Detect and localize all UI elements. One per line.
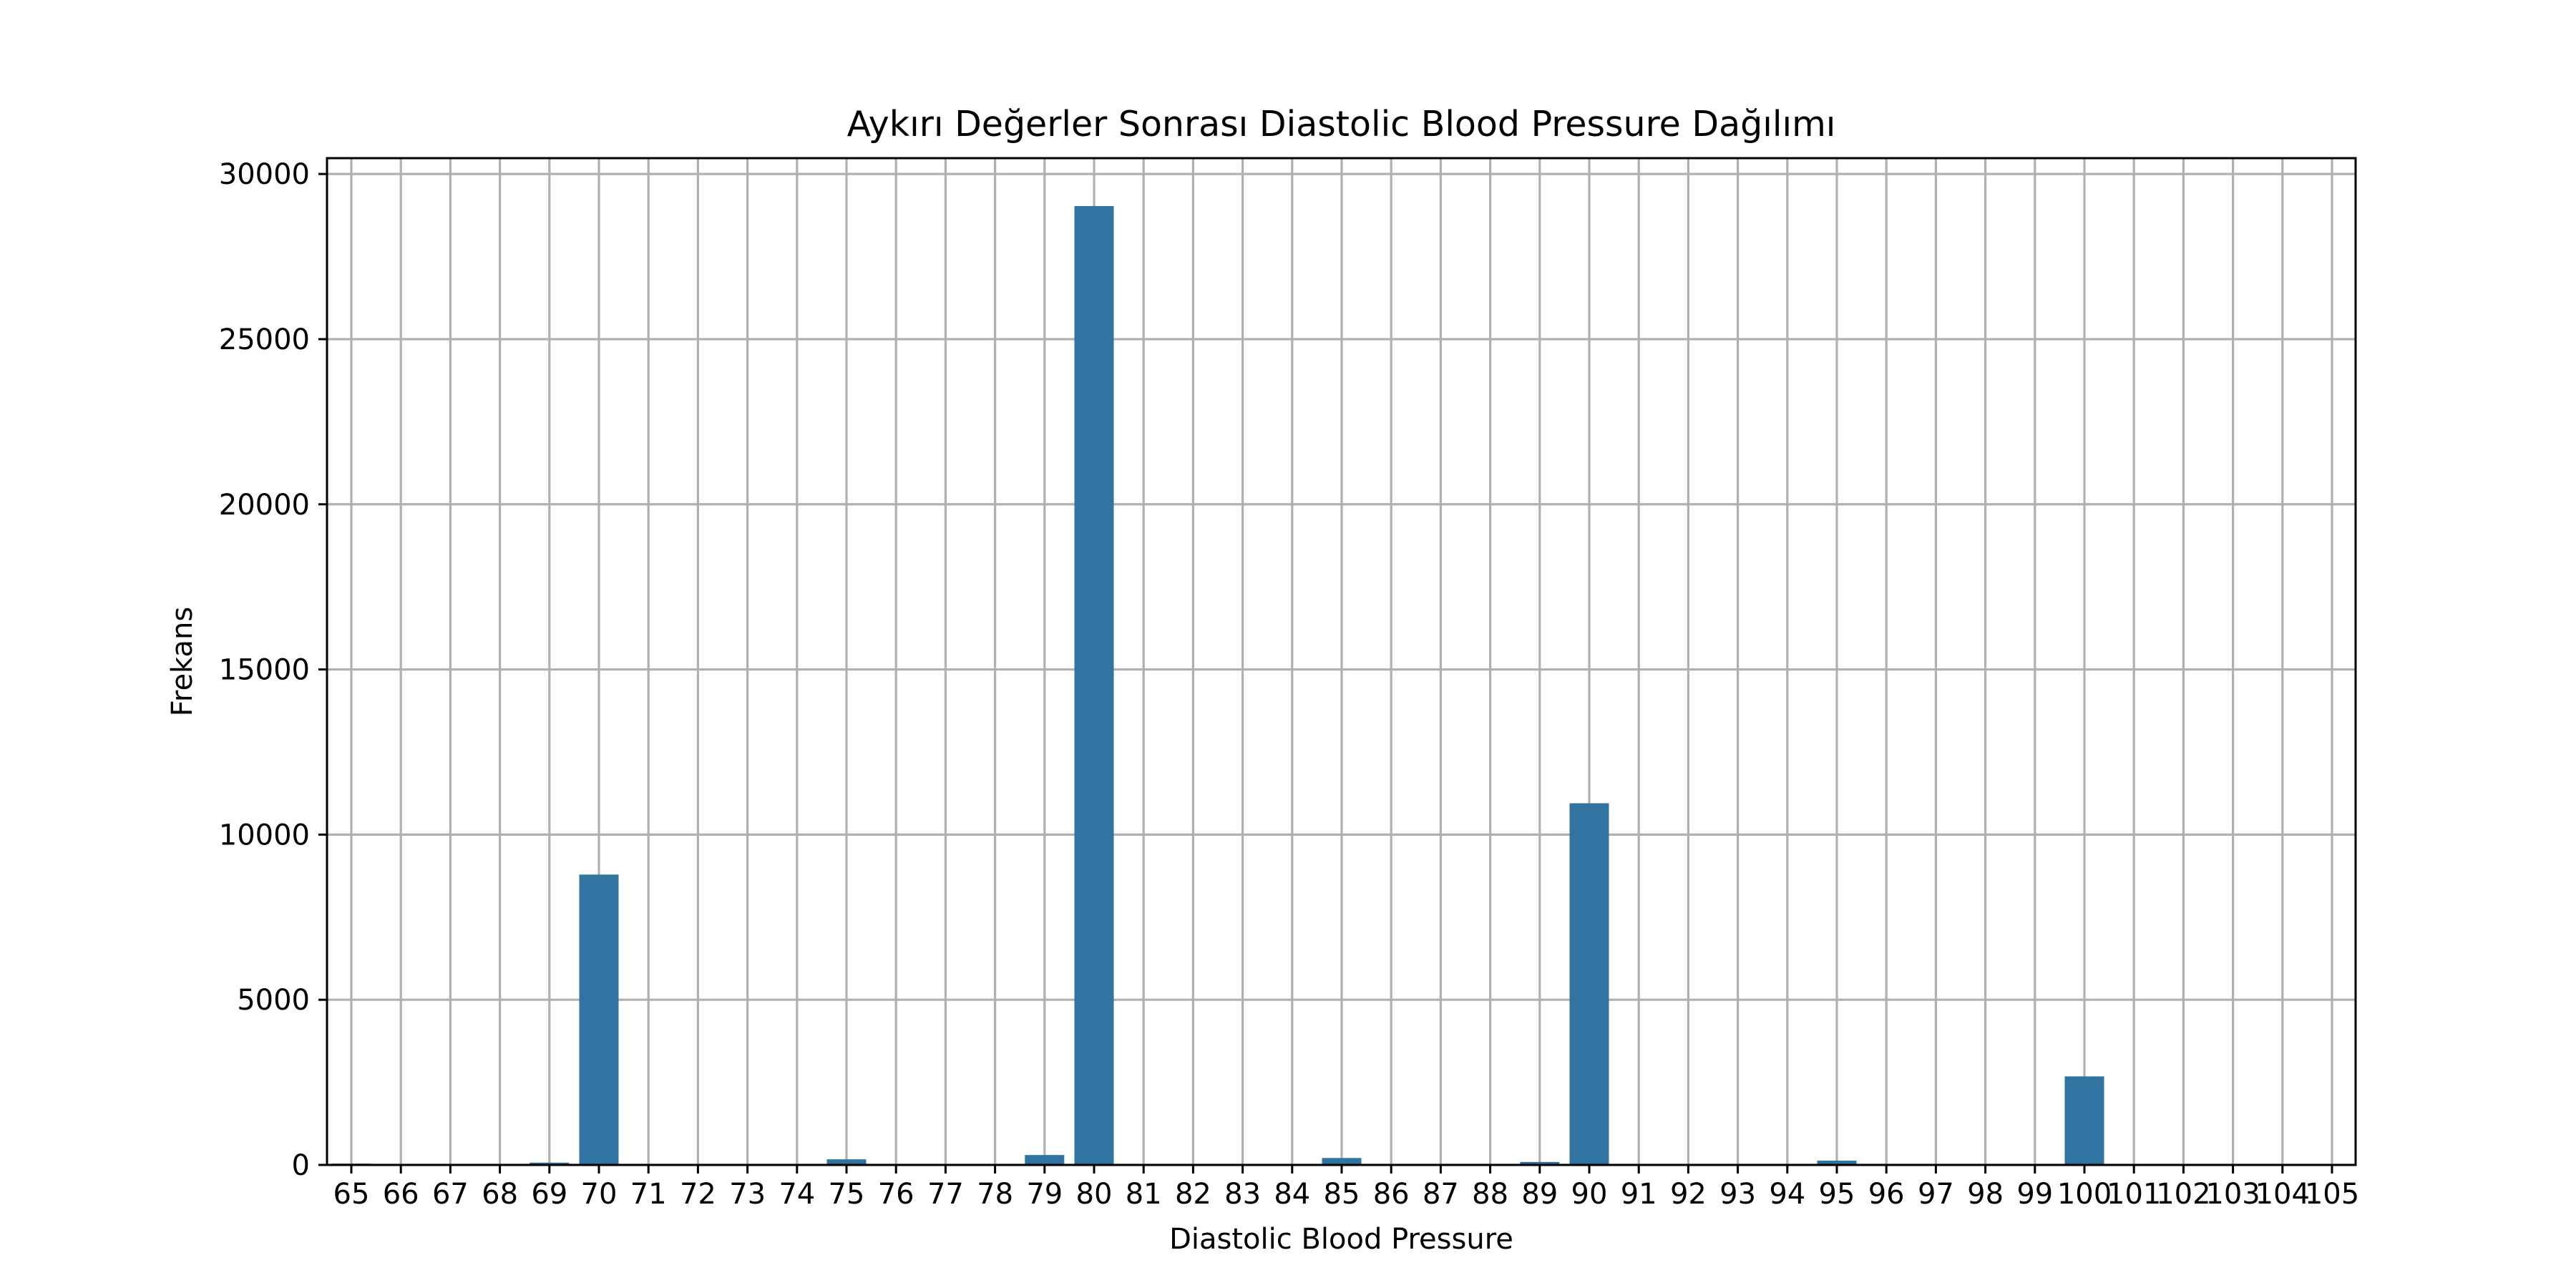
bar-100 — [2064, 1076, 2104, 1165]
x-axis-label: Diastolic Blood Pressure — [1169, 1223, 1513, 1256]
x-tick-label: 95 — [1819, 1178, 1855, 1211]
x-tick-label: 87 — [1423, 1178, 1459, 1211]
x-tick-label: 100 — [2057, 1178, 2112, 1211]
bar-85 — [1322, 1158, 1362, 1165]
y-tick-label: 30000 — [219, 158, 310, 191]
x-tick-label: 75 — [829, 1178, 865, 1211]
y-tick-label: 20000 — [219, 489, 310, 522]
x-tick-label: 67 — [432, 1178, 469, 1211]
x-tick-label: 101 — [2107, 1178, 2161, 1211]
bars — [331, 205, 2352, 1165]
x-tick-label: 103 — [2205, 1178, 2260, 1211]
x-tick-label: 85 — [1324, 1178, 1360, 1211]
bar-70 — [579, 874, 619, 1165]
bar-69 — [530, 1162, 570, 1165]
x-tick-label: 83 — [1224, 1178, 1261, 1211]
x-tick-label: 73 — [729, 1178, 766, 1211]
x-tick-label: 82 — [1175, 1178, 1211, 1211]
x-tick-label: 94 — [1769, 1178, 1805, 1211]
x-tick-label: 69 — [531, 1178, 567, 1211]
x-tick-label: 89 — [1521, 1178, 1558, 1211]
bar-95 — [1817, 1160, 1857, 1165]
x-axis-ticks: 65 66 67 68 69 70 71 72 73 74 75 76 77 78 79 80 81 82 83 84… — [333, 1165, 2359, 1211]
bar-90 — [1569, 803, 1609, 1165]
x-tick-label: 81 — [1126, 1178, 1162, 1211]
y-axis-ticks: 0 5000 10000 15000 20000 25000 30000 — [219, 158, 327, 1182]
x-tick-label: 92 — [1670, 1178, 1707, 1211]
y-tick-label: 15000 — [219, 654, 310, 687]
x-tick-label: 66 — [383, 1178, 419, 1211]
x-tick-label: 68 — [482, 1178, 518, 1211]
x-tick-label: 88 — [1472, 1178, 1508, 1211]
x-tick-label: 86 — [1373, 1178, 1410, 1211]
x-tick-label: 96 — [1868, 1178, 1905, 1211]
x-tick-label: 80 — [1076, 1178, 1113, 1211]
y-tick-label: 0 — [292, 1149, 310, 1182]
bar-75 — [826, 1159, 867, 1165]
x-tick-label: 93 — [1719, 1178, 1756, 1211]
x-tick-label: 76 — [878, 1178, 914, 1211]
x-tick-label: 79 — [1026, 1178, 1063, 1211]
bar-89 — [1520, 1161, 1560, 1165]
x-tick-label: 102 — [2156, 1178, 2210, 1211]
x-tick-label: 84 — [1274, 1178, 1310, 1211]
x-tick-label: 74 — [779, 1178, 815, 1211]
x-tick-label: 98 — [1967, 1178, 2004, 1211]
x-tick-label: 91 — [1621, 1178, 1657, 1211]
bar-79 — [1025, 1155, 1065, 1165]
y-tick-label: 25000 — [219, 323, 310, 356]
x-tick-label: 70 — [581, 1178, 618, 1211]
x-tick-label: 72 — [680, 1178, 716, 1211]
x-tick-label: 71 — [630, 1178, 667, 1211]
x-tick-label: 78 — [977, 1178, 1013, 1211]
chart-title: Aykırı Değerler Sonrası Diastolic Blood … — [847, 104, 1836, 145]
grid-lines — [327, 158, 2356, 1166]
x-tick-label: 105 — [2305, 1178, 2359, 1211]
y-axis-label: Frekans — [166, 607, 199, 716]
x-tick-label: 77 — [927, 1178, 964, 1211]
x-tick-label: 104 — [2255, 1178, 2310, 1211]
y-tick-label: 10000 — [219, 819, 310, 852]
x-tick-label: 90 — [1571, 1178, 1608, 1211]
x-tick-label: 97 — [1918, 1178, 1954, 1211]
bar-80 — [1074, 205, 1114, 1165]
x-tick-label: 99 — [2016, 1178, 2053, 1211]
x-tick-label: 65 — [333, 1178, 370, 1211]
y-tick-label: 5000 — [237, 984, 310, 1017]
